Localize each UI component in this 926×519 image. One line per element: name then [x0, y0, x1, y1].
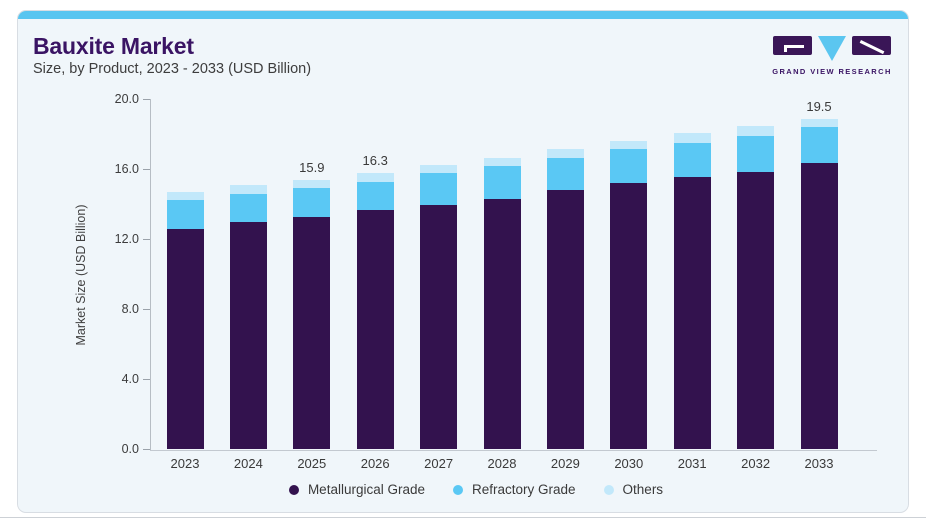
- y-axis-tick-mark: [143, 309, 150, 310]
- bar-segment-others: [800, 118, 838, 128]
- bar-2030: [610, 141, 648, 450]
- bar-segment-metallurgical-grade: [546, 190, 584, 450]
- bar-segment-metallurgical-grade: [673, 176, 711, 450]
- x-axis-label-2031: 2031: [677, 456, 707, 471]
- bar-segment-metallurgical-grade: [737, 171, 775, 450]
- plot-area: Market Size (USD Billion) 0.0 4.0 8.0 12.0 1…: [18, 11, 908, 512]
- bar-2028: [483, 157, 521, 450]
- y-axis-tick-mark: [143, 99, 150, 100]
- x-axis-label-2027: 2027: [424, 456, 454, 471]
- x-axis-label-2025: 2025: [297, 456, 327, 471]
- bar-segment-others: [420, 164, 458, 174]
- data-label-2026: 16.3: [362, 153, 388, 169]
- bar-2023: [166, 191, 204, 450]
- x-axis-line: [150, 449, 877, 451]
- bar-segment-metallurgical-grade: [420, 205, 458, 450]
- data-label-2025: 15.9: [299, 159, 325, 175]
- bar-segment-metallurgical-grade: [800, 163, 838, 450]
- legend-dot-others: [603, 484, 614, 495]
- x-axis-label-2033: 2033: [804, 456, 834, 471]
- y-axis-tick-label: 16.0: [114, 161, 139, 176]
- logo-wordmark: GRAND VIEW RESEARCH: [772, 67, 892, 76]
- legend-item-metallurgical-grade: Metallurgical Grade: [288, 482, 425, 497]
- bar-2031: [673, 132, 711, 450]
- data-label-2033: 19.5: [806, 98, 832, 114]
- y-axis-title: Market Size (USD Billion): [74, 204, 88, 346]
- y-axis-tick-label: 4.0: [121, 371, 139, 386]
- x-axis-label-2026: 2026: [360, 456, 390, 471]
- y-axis-line: [150, 99, 151, 450]
- bar-2024: [229, 185, 267, 450]
- bar-segment-refractory-grade: [229, 193, 267, 223]
- bar-segment-refractory-grade: [356, 181, 394, 211]
- bar-segment-refractory-grade: [166, 200, 204, 230]
- page-bottom-divider: [0, 517, 926, 518]
- legend: Metallurgical Grade Refractory Grade Other…: [18, 482, 908, 497]
- bar-2026: [356, 173, 394, 450]
- bar-segment-refractory-grade: [483, 166, 521, 199]
- legend-item-others: Others: [603, 482, 664, 497]
- bar-segment-others: [610, 141, 648, 150]
- logo-g-glyph: [784, 45, 787, 52]
- chart-card: Bauxite Market Size, by Product, 2023 - …: [17, 10, 909, 513]
- x-axis-label-2032: 2032: [741, 456, 771, 471]
- bar-segment-refractory-grade: [546, 157, 584, 191]
- page-title: Bauxite Market: [33, 33, 194, 59]
- logo-g-glyph-bar: [784, 45, 804, 48]
- y-axis-tick-mark: [143, 449, 150, 450]
- logo-r-block: [852, 36, 891, 55]
- bar-segment-others: [166, 191, 204, 201]
- bar-segment-others: [229, 185, 267, 194]
- bar-2027: [420, 164, 458, 450]
- y-axis-tick-mark: [143, 169, 150, 170]
- x-axis-label-2028: 2028: [487, 456, 517, 471]
- gvr-logo-icon: [773, 36, 891, 63]
- x-axis-label-2024: 2024: [233, 456, 263, 471]
- legend-label-refractory-grade: Refractory Grade: [472, 482, 576, 497]
- y-axis-tick-label: 12.0: [114, 231, 139, 246]
- page-subtitle: Size, by Product, 2023 - 2033 (USD Billi…: [33, 61, 312, 77]
- logo-g-block: [773, 36, 812, 55]
- logo-v-triangle-icon: [818, 36, 846, 61]
- bar-2033: [800, 118, 838, 450]
- legend-label-others: Others: [622, 482, 664, 497]
- bar-segment-others: [737, 125, 775, 136]
- bar-segment-refractory-grade: [420, 173, 458, 206]
- bar-segment-others: [673, 132, 711, 143]
- bar-2029: [546, 149, 584, 450]
- bar-2025: [293, 179, 331, 450]
- bar-segment-refractory-grade: [800, 127, 838, 164]
- legend-label-metallurgical-grade: Metallurgical Grade: [307, 482, 425, 497]
- bar-segment-refractory-grade: [673, 142, 711, 177]
- bar-segment-metallurgical-grade: [293, 217, 331, 450]
- bar-segment-metallurgical-grade: [610, 183, 648, 450]
- y-axis-tick-label: 8.0: [121, 301, 139, 316]
- bar-segment-others: [356, 173, 394, 182]
- bar-segment-others: [483, 157, 521, 167]
- x-axis-label-2030: 2030: [614, 456, 644, 471]
- y-axis-tick-label: 20.0: [114, 91, 139, 106]
- y-axis-tick-mark: [143, 239, 150, 240]
- bar-segment-metallurgical-grade: [229, 222, 267, 450]
- bar-segment-refractory-grade: [610, 149, 648, 184]
- legend-item-refractory-grade: Refractory Grade: [453, 482, 576, 497]
- grand-view-research-logo: GRAND VIEW RESEARCH: [766, 36, 898, 76]
- x-axis-label-2029: 2029: [550, 456, 580, 471]
- bar-segment-refractory-grade: [293, 188, 331, 218]
- bar-segment-refractory-grade: [737, 135, 775, 172]
- legend-dot-metallurgical-grade: [288, 484, 299, 495]
- bar-2032: [737, 125, 775, 450]
- y-axis-tick-label: 0.0: [121, 441, 139, 456]
- card-top-accent-bar: [18, 11, 908, 19]
- bar-segment-metallurgical-grade: [356, 210, 394, 450]
- y-axis-tick-mark: [143, 379, 150, 380]
- bar-segment-others: [546, 149, 584, 158]
- bar-segment-metallurgical-grade: [166, 229, 204, 450]
- bar-segment-others: [293, 179, 331, 189]
- bar-segment-metallurgical-grade: [483, 198, 521, 450]
- legend-dot-refractory-grade: [453, 484, 463, 495]
- x-axis-label-2023: 2023: [170, 456, 200, 471]
